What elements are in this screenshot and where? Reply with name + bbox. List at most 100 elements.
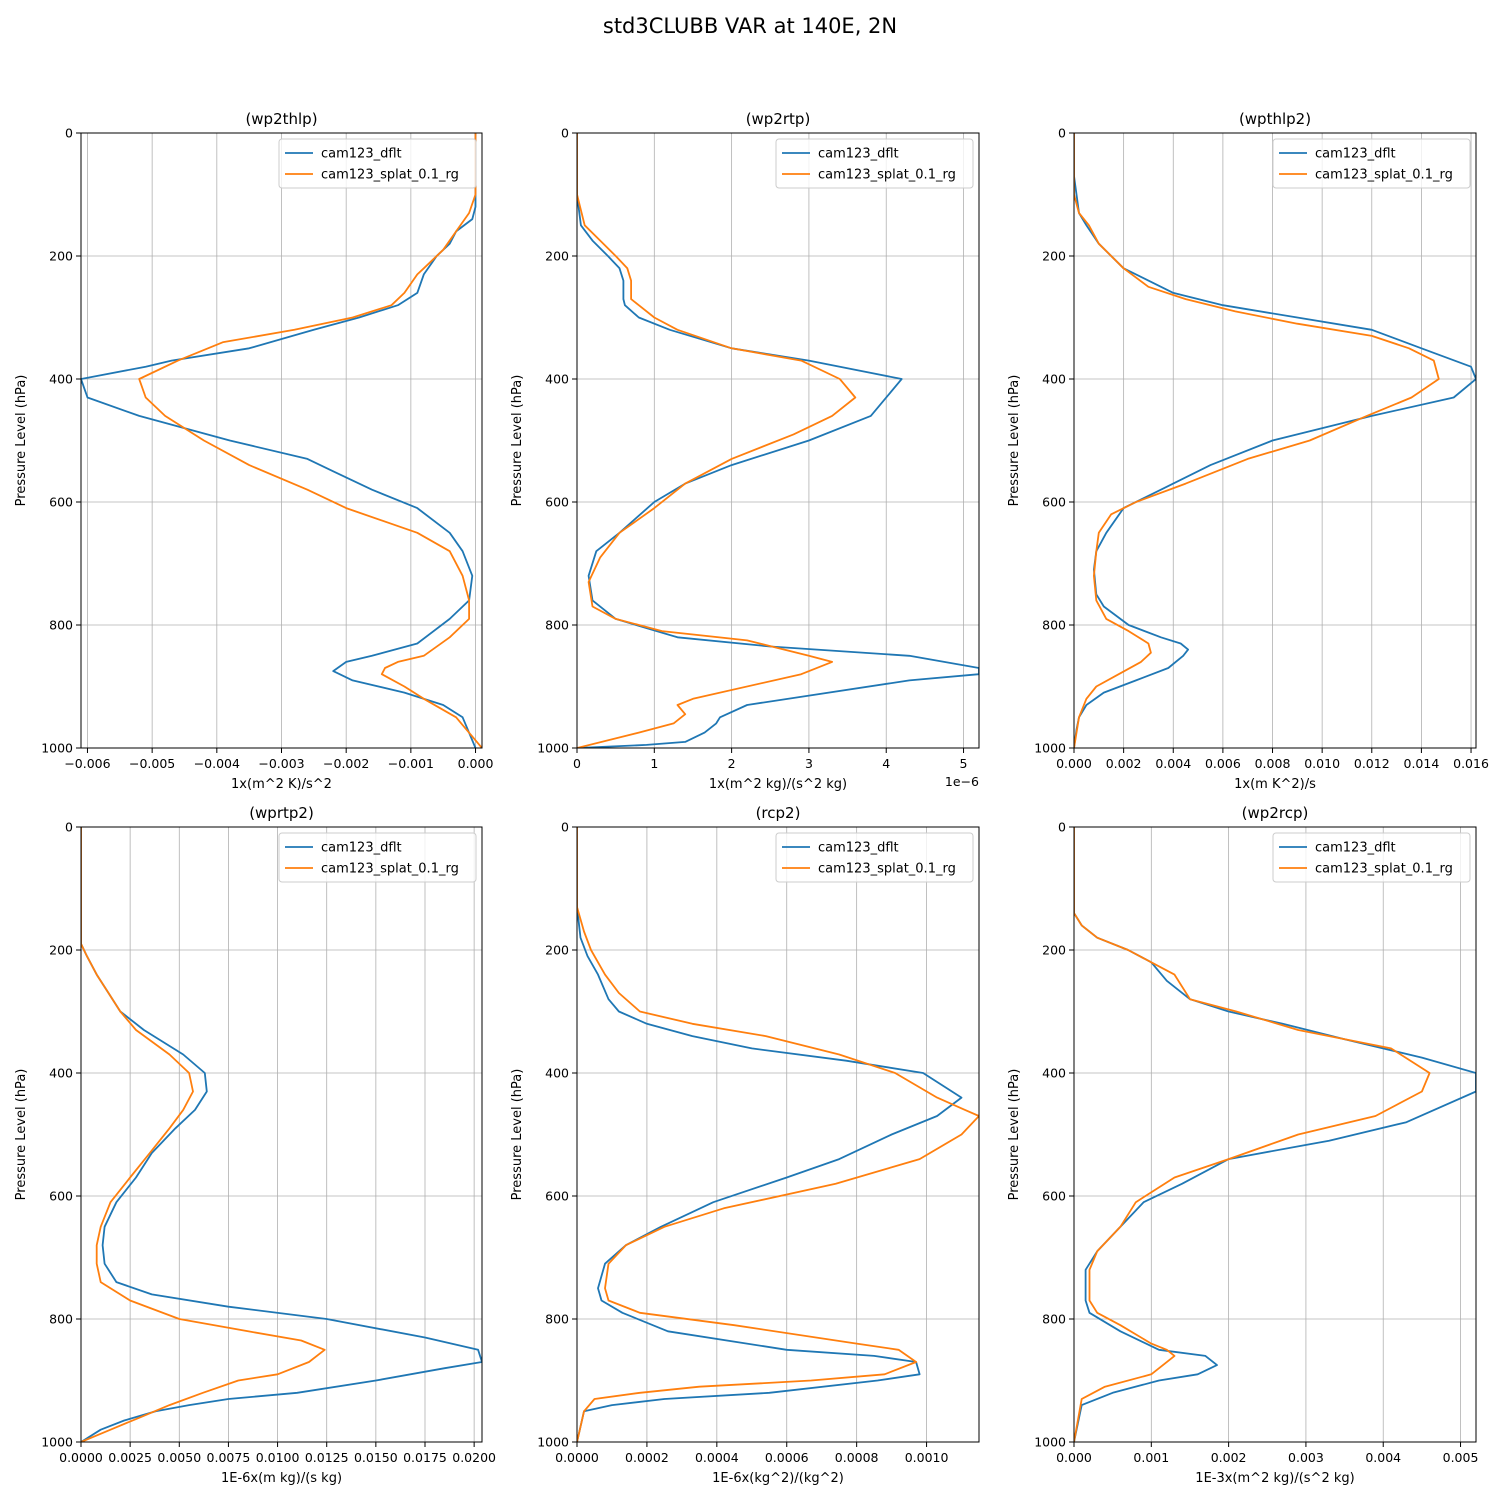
x-tick-label: 0.012 xyxy=(1354,756,1390,771)
x-tick-label: 0.002 xyxy=(1106,756,1142,771)
y-tick-label: 800 xyxy=(1042,1312,1066,1327)
x-tick-label: −0.002 xyxy=(323,756,369,771)
x-tick-label: 4 xyxy=(882,756,890,771)
y-tick-label: 0 xyxy=(1058,820,1066,835)
series-line-dflt xyxy=(1074,827,1476,1442)
y-tick-label: 400 xyxy=(545,372,569,387)
subplot-title: (wp2thlp) xyxy=(245,110,317,128)
legend-label: cam123_splat_0.1_rg xyxy=(818,862,956,877)
x-tick-label: 0.0125 xyxy=(305,1450,349,1465)
y-tick-label: 200 xyxy=(545,249,569,264)
y-tick-label: 800 xyxy=(545,1312,569,1327)
x-tick-label: 0.016 xyxy=(1453,756,1489,771)
series-line-dflt xyxy=(81,827,482,1442)
x-tick-label: 0.0025 xyxy=(108,1450,152,1465)
x-tick-label: 0.0075 xyxy=(207,1450,251,1465)
y-tick-label: 400 xyxy=(49,372,73,387)
y-tick-label: 800 xyxy=(545,618,569,633)
y-tick-label: 1000 xyxy=(1034,1435,1066,1450)
x-axis-label: 1x(m K^2)/s xyxy=(1234,777,1316,792)
y-tick-label: 1000 xyxy=(537,1435,569,1450)
y-axis-label: Pressure Level (hPa) xyxy=(1007,1069,1022,1201)
series-line-dflt xyxy=(577,827,963,1442)
x-tick-label: 0 xyxy=(573,756,581,771)
y-tick-label: 800 xyxy=(49,1312,73,1327)
legend-frame xyxy=(775,832,974,883)
x-offset-label: 1e−6 xyxy=(945,774,979,789)
x-tick-label: 0.005 xyxy=(1443,1450,1479,1465)
y-tick-label: 200 xyxy=(49,943,73,958)
x-tick-label: 2 xyxy=(728,756,736,771)
legend-label: cam123_dflt xyxy=(321,147,402,162)
series-line-splat xyxy=(1074,827,1431,1442)
series-line-splat xyxy=(1074,133,1440,748)
x-axis-label: 1x(m^2 kg)/(s^2 kg) xyxy=(709,777,847,792)
legend: cam123_dflt cam123_splat_0.1_rg xyxy=(1272,832,1471,883)
y-tick-label: 600 xyxy=(1042,495,1066,510)
x-tick-label: 0.006 xyxy=(1205,756,1241,771)
legend-label: cam123_splat_0.1_rg xyxy=(321,168,459,183)
y-tick-label: 400 xyxy=(1042,1066,1066,1081)
x-tick-label: 0.014 xyxy=(1404,756,1440,771)
x-tick-label: 0.0000 xyxy=(555,1450,599,1465)
x-tick-label: 0.008 xyxy=(1255,756,1291,771)
x-tick-label: 0.0004 xyxy=(695,1450,739,1465)
y-tick-label: 400 xyxy=(545,1066,569,1081)
y-tick-label: 200 xyxy=(1042,249,1066,264)
x-tick-label: 0.0002 xyxy=(625,1450,669,1465)
y-tick-label: 600 xyxy=(49,1189,73,1204)
axes-frame xyxy=(576,826,980,1443)
x-axis-label: 1x(m^2 K)/s^2 xyxy=(231,777,332,792)
y-tick-label: 0 xyxy=(65,820,73,835)
figure-title: std3CLUBB VAR at 140E, 2N xyxy=(602,14,898,38)
subplot-6: 0.000 0.001 0.002 0.003 0.004 0.005 0 200 400 600… xyxy=(1007,804,1478,1486)
x-tick-label: −0.003 xyxy=(258,756,304,771)
subplot-4: 0.0000 0.0025 0.0050 0.0075 0.0100 0.0125 0.01… xyxy=(14,804,496,1486)
axes-frame xyxy=(1073,132,1477,749)
plot-area xyxy=(577,827,979,1442)
x-axis-label: 1E-3x(m^2 kg)/(s^2 kg) xyxy=(1195,1471,1354,1486)
x-tick-label: 0.0008 xyxy=(835,1450,879,1465)
axes-frame xyxy=(576,132,980,749)
subplot-1: −0.006 −0.005 −0.004 −0.003 −0.002 −0.001 0.00… xyxy=(14,110,493,792)
x-tick-label: 0.0050 xyxy=(157,1450,201,1465)
legend-frame xyxy=(278,832,477,883)
y-axis-label: Pressure Level (hPa) xyxy=(510,375,525,507)
series-line-splat xyxy=(138,133,482,748)
x-tick-label: 5 xyxy=(960,756,968,771)
legend-label: cam123_dflt xyxy=(818,841,899,856)
legend-frame xyxy=(1272,138,1471,189)
x-tick-label: −0.005 xyxy=(129,756,175,771)
legend-label: cam123_splat_0.1_rg xyxy=(1315,862,1453,877)
subplot-title: (wp2rtp) xyxy=(746,110,811,128)
x-tick-label: 1 xyxy=(650,756,658,771)
x-tick-label: 0.010 xyxy=(1304,756,1340,771)
x-tick-label: 0.0150 xyxy=(354,1450,398,1465)
subplot-title: (wpthlp2) xyxy=(1239,110,1311,128)
x-tick-label: 0.001 xyxy=(1133,1450,1169,1465)
x-tick-label: 0.000 xyxy=(1056,1450,1092,1465)
y-tick-label: 200 xyxy=(49,249,73,264)
series-line-splat xyxy=(81,827,326,1442)
y-tick-label: 400 xyxy=(49,1066,73,1081)
legend: cam123_dflt cam123_splat_0.1_rg xyxy=(775,832,974,883)
y-axis-label: Pressure Level (hPa) xyxy=(1007,375,1022,507)
legend-frame xyxy=(278,138,477,189)
legend: cam123_dflt cam123_splat_0.1_rg xyxy=(278,138,477,189)
subplot-title: (wprtp2) xyxy=(249,804,314,822)
series-line-splat xyxy=(577,827,979,1442)
y-tick-label: 200 xyxy=(1042,943,1066,958)
subplot-3: 0.000 0.002 0.004 0.006 0.008 0.010 0.012 0.014… xyxy=(1007,110,1489,792)
legend-label: cam123_dflt xyxy=(818,147,899,162)
y-tick-label: 600 xyxy=(49,495,73,510)
legend-label: cam123_dflt xyxy=(321,841,402,856)
x-tick-label: 0.003 xyxy=(1288,1450,1324,1465)
x-tick-label: 0.0010 xyxy=(905,1450,949,1465)
y-tick-label: 800 xyxy=(1042,618,1066,633)
legend-frame xyxy=(1272,832,1471,883)
x-axis-label: 1E-6x(m kg)/(s kg) xyxy=(221,1471,342,1486)
x-tick-label: 0.004 xyxy=(1155,756,1191,771)
y-tick-label: 800 xyxy=(49,618,73,633)
x-tick-label: 0.0000 xyxy=(59,1450,103,1465)
